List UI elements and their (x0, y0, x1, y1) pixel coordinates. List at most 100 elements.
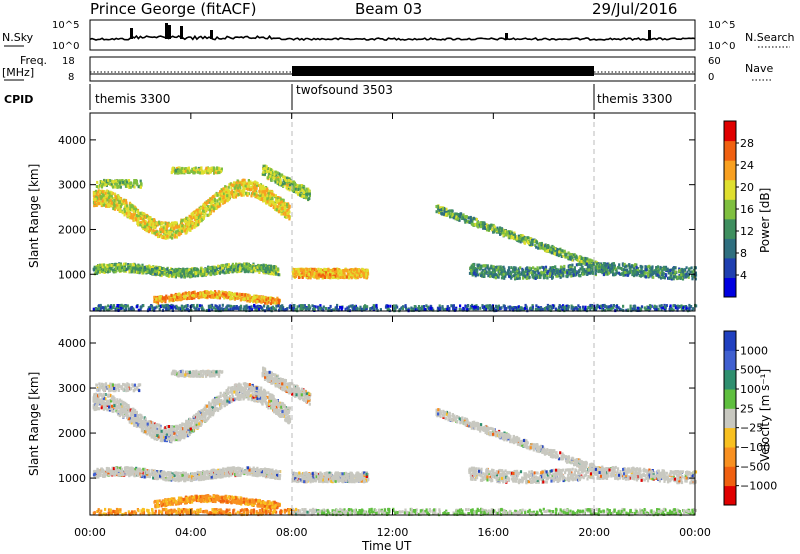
scatter-cell (156, 270, 159, 274)
scatter-cell (307, 187, 310, 191)
scatter-cell (99, 195, 102, 199)
scatter-cell (218, 290, 221, 294)
scatter-cell (166, 236, 169, 240)
scatter-cell (96, 270, 100, 274)
scatter-cell (247, 270, 250, 274)
scatter-cell (129, 263, 132, 267)
scatter-cell (231, 293, 234, 297)
scatter-cell (268, 189, 271, 193)
scatter-cell (164, 300, 167, 304)
scatter-cell (484, 267, 487, 271)
scatter-cell (262, 265, 265, 269)
scatter-cell (220, 190, 223, 194)
scatter-cell (160, 225, 163, 229)
scatter-cell (132, 264, 135, 268)
scatter-cell (305, 187, 308, 191)
scatter-cell (247, 293, 250, 297)
power-scatter (92, 164, 698, 313)
scatter-cell (270, 271, 274, 275)
scatter-cell (252, 186, 255, 189)
scatter-cell (443, 210, 446, 214)
scatter-cell (100, 195, 104, 199)
scatter-cell (626, 273, 629, 277)
scatter-cell (137, 211, 140, 215)
scatter-cell (125, 268, 128, 271)
scatter-cell (224, 264, 228, 268)
scatter-cell (191, 226, 194, 230)
scatter-cell (121, 200, 124, 204)
scatter-cell (265, 296, 268, 300)
scatter-cell (163, 268, 166, 272)
scatter-cell (176, 229, 179, 233)
scatter-cell (269, 200, 273, 204)
scatter-cell (229, 295, 233, 299)
scatter-cell (267, 192, 270, 196)
scatter-cell (129, 207, 132, 211)
scatter-cell (137, 215, 140, 218)
scatter-cell (556, 270, 559, 273)
scatter-cell (245, 262, 248, 266)
scatter-cell (160, 222, 163, 226)
scatter-cell (183, 219, 186, 223)
scatter-cell (155, 297, 158, 301)
scatter-cell (145, 265, 148, 269)
scatter-cell (269, 174, 272, 178)
scatter-cell (276, 267, 280, 271)
scatter-cell (102, 194, 105, 198)
scatter-cell (203, 292, 206, 296)
scatter-cell (280, 210, 283, 214)
scatter-cell (691, 277, 694, 281)
scatter-cell (333, 271, 336, 275)
scatter-cell (329, 272, 332, 276)
scatter-cell (535, 245, 538, 249)
scatter-cell (213, 266, 216, 270)
scatter-cell (561, 249, 564, 253)
scatter-cell (128, 269, 131, 273)
scatter-cell (273, 173, 276, 177)
scatter-cell (435, 210, 438, 214)
nsky-tick-bottom: 10^0 (52, 41, 79, 52)
scatter-cell (147, 267, 150, 271)
scatter-cell (202, 203, 205, 207)
scatter-cell (172, 273, 175, 276)
scatter-cell (303, 194, 306, 198)
scatter-cell (285, 186, 288, 190)
scatter-cell (135, 208, 138, 211)
scatter-cell (252, 268, 255, 272)
scatter-cell (266, 197, 269, 201)
nsky-spike (648, 30, 651, 39)
scatter-cell (233, 181, 236, 185)
scatter-cell (441, 207, 445, 211)
scatter-cell (98, 197, 101, 201)
scatter-cell (468, 220, 471, 224)
scatter-cell (178, 269, 181, 273)
scatter-cell (179, 298, 182, 302)
scatter-cell (249, 180, 252, 184)
scatter-cell (138, 221, 141, 225)
scatter-cell (156, 298, 159, 302)
scatter-cell (151, 268, 155, 272)
scatter-cell (118, 204, 121, 207)
scatter-cell (93, 268, 96, 272)
scatter-cell (108, 192, 111, 196)
scatter-cell (194, 221, 198, 224)
scatter-cell (176, 296, 179, 299)
scatter-cell (248, 267, 251, 271)
scatter-cell (98, 270, 101, 274)
scatter-cell (479, 221, 482, 225)
scatter-cell (514, 271, 517, 275)
scatter-cell (183, 292, 186, 296)
scatter-cell (153, 295, 156, 299)
scatter-cell (285, 215, 288, 219)
scatter-cell (166, 273, 170, 277)
scatter-cell (115, 269, 118, 273)
scatter-cell (157, 295, 160, 299)
scatter-cell (337, 276, 340, 280)
scatter-cell (242, 293, 245, 297)
scatter-cell (542, 266, 545, 270)
scatter-cell (194, 274, 197, 278)
scatter-cell (482, 221, 485, 225)
scatter-cell (201, 291, 205, 295)
scatter-cell (304, 189, 307, 193)
